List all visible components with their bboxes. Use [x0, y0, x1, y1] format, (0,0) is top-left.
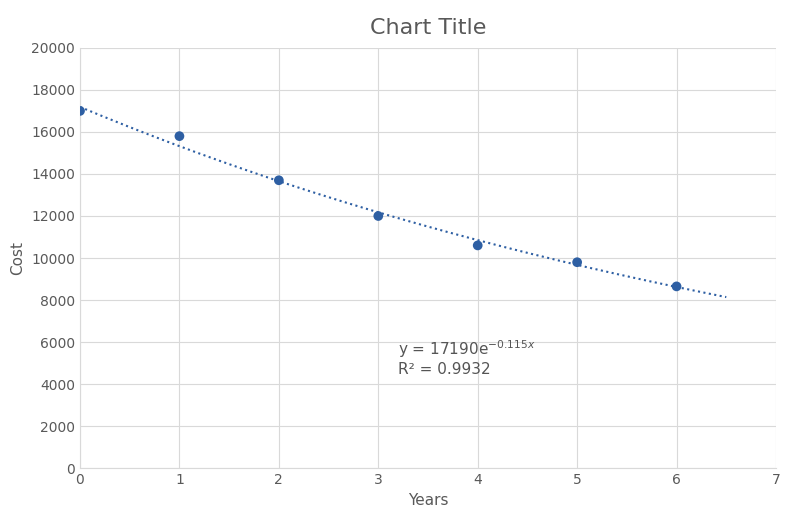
Y-axis label: Cost: Cost — [10, 241, 26, 275]
Point — [173, 132, 186, 140]
Point — [471, 241, 484, 250]
X-axis label: Years: Years — [408, 493, 448, 508]
Text: y = 17190e$^{-0.115x}$
R² = 0.9932: y = 17190e$^{-0.115x}$ R² = 0.9932 — [398, 338, 536, 377]
Point — [670, 282, 683, 290]
Title: Chart Title: Chart Title — [370, 18, 486, 38]
Point — [74, 107, 86, 115]
Point — [372, 212, 385, 220]
Point — [273, 176, 286, 185]
Point — [570, 258, 583, 267]
